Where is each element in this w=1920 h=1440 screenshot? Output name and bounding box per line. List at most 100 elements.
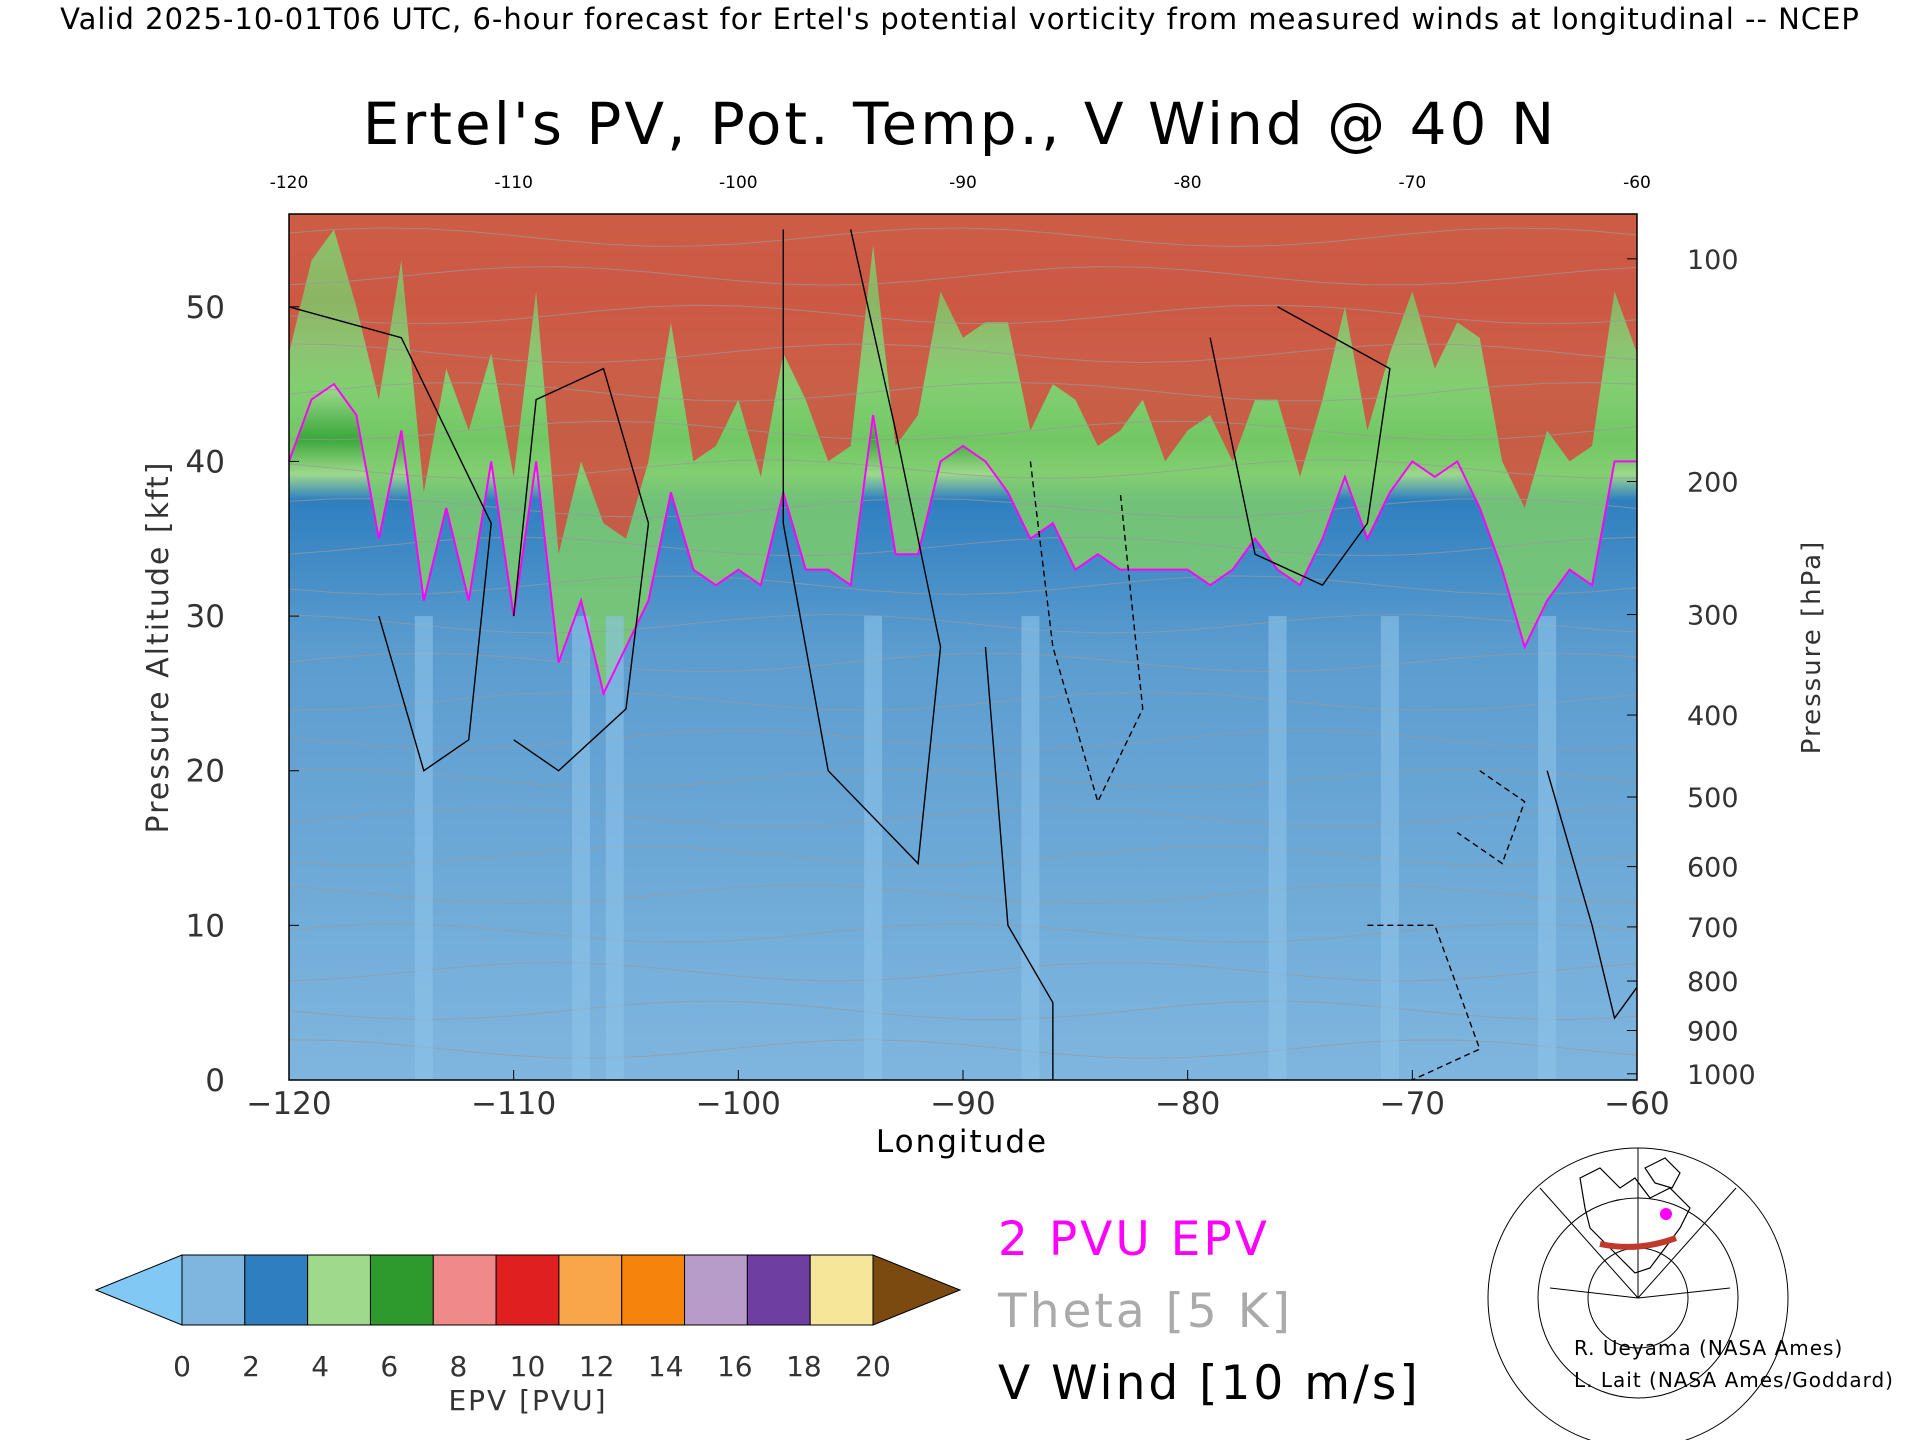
colorbar-segment	[369, 1254, 434, 1326]
x-tick-label: −70	[1380, 1086, 1445, 1122]
legend-epv: 2 PVU EPV	[998, 1212, 1270, 1267]
chart-title: Ertel's PV, Pot. Temp., V Wind @ 40 N	[362, 90, 1558, 158]
theta-line	[289, 845, 1637, 866]
theta-line	[289, 498, 1637, 518]
y-right-tick-label: 800	[1687, 967, 1739, 998]
colorbar-tick-label: 6	[380, 1350, 398, 1383]
x-top-tick-label: -100	[719, 173, 758, 193]
x-axis-label: Longitude	[876, 1124, 1048, 1160]
theta-line	[289, 304, 1637, 325]
y-right-tick-label: 300	[1687, 601, 1739, 632]
low-pv-streak	[864, 616, 883, 1080]
theta-line	[289, 652, 1637, 673]
x-top-tick-label: -70	[1398, 173, 1426, 193]
y-right-axis-label: Pressure [hPa]	[1797, 540, 1827, 755]
y-left-tick-label: 40	[186, 444, 225, 480]
y-left-tick-label: 20	[186, 754, 225, 790]
vwind-contour-line	[1209, 306, 1391, 587]
low-pv-streak	[414, 616, 433, 1080]
y-right-tick-label: 100	[1687, 245, 1739, 276]
legend-theta: Theta [5 K]	[998, 1284, 1293, 1339]
x-tick-label: −90	[930, 1086, 995, 1122]
colorbar-segment	[809, 1254, 874, 1326]
y-right-tick-label: 900	[1687, 1017, 1739, 1048]
theta-line	[289, 227, 1637, 247]
colorbar-tick-label: 20	[855, 1350, 891, 1383]
theta-line	[289, 923, 1637, 943]
x-tick-label: −60	[1604, 1086, 1669, 1122]
y-left-tick-label: 10	[186, 908, 225, 944]
credit-line-1: R. Ueyama (NASA Ames)	[1574, 1336, 1844, 1360]
low-pv-streak	[1021, 616, 1040, 1080]
x-top-tick-label: -60	[1623, 173, 1651, 193]
low-pv-streak	[572, 616, 591, 1080]
credit-line-2: L. Lait (NASA Ames/Goddard)	[1574, 1368, 1894, 1392]
theta-line	[289, 343, 1637, 363]
vwind-contour-line	[1029, 461, 1144, 804]
theta-line	[289, 1000, 1637, 1021]
vwind-contour-line	[1546, 770, 1638, 1020]
low-pv-streak	[1538, 616, 1557, 1080]
theta-contours	[289, 227, 1637, 1059]
theta-line	[289, 691, 1637, 711]
colorbar-segment	[181, 1254, 246, 1326]
colorbar-over-arrow	[872, 1254, 962, 1326]
epv-field	[289, 214, 1637, 1080]
y-left-tick-label: 30	[186, 599, 225, 635]
x-axis-ticks: −120 −110 −100 −90 −80 −70 −60	[246, 1070, 1670, 1122]
theta-line	[289, 266, 1637, 286]
colorbar-tick-label: 2	[242, 1350, 260, 1383]
y-left-axis-label: Pressure Altitude [kft]	[141, 461, 176, 834]
y-right-tick-label: 400	[1687, 701, 1739, 732]
colorbar-tick-label: 4	[311, 1350, 329, 1383]
colorbar-segment	[746, 1254, 811, 1326]
x-tick-label: −100	[696, 1086, 781, 1122]
colorbar-under-arrow	[94, 1254, 183, 1326]
inset-map	[1487, 1147, 1789, 1440]
legend-vwind: V Wind [10 m/s]	[998, 1356, 1421, 1411]
y-left-axis-ticks: 0 10 20 30 40 50	[186, 290, 299, 1099]
colorbar-segment	[621, 1254, 686, 1326]
valid-time-header: Valid 2025-10-01T06 UTC, 6-hour forecast…	[60, 2, 1860, 36]
colorbar-tick-label: 0	[173, 1350, 191, 1383]
colorbar-segment	[432, 1254, 497, 1326]
colorbar-label: EPV [PVU]	[448, 1384, 607, 1417]
theta-line	[289, 807, 1637, 827]
vwind-contour-line	[782, 229, 942, 866]
theta-line	[289, 1039, 1637, 1059]
low-pv-streak	[1380, 616, 1399, 1080]
theta-line	[289, 768, 1637, 789]
y-right-tick-label: 200	[1687, 468, 1739, 499]
y-left-tick-label: 50	[186, 290, 225, 326]
colorbar-segment	[307, 1254, 371, 1326]
colorbar-segment	[495, 1254, 560, 1326]
colorbar: 0 2 4 6 8 10 12 14 16 18 20	[94, 1254, 962, 1383]
x-tick-label: −80	[1155, 1086, 1220, 1122]
y-right-tick-label: 600	[1687, 853, 1739, 884]
x-top-tick-label: -90	[949, 173, 977, 193]
colorbar-segment	[244, 1254, 309, 1326]
theta-line	[289, 575, 1637, 595]
colorbar-tick-label: 14	[648, 1350, 684, 1383]
x-top-axis-ticks: -120 -110 -100 -90 -80 -70 -60	[270, 173, 1651, 193]
theta-line	[289, 420, 1637, 441]
x-tick-label: −120	[246, 1086, 331, 1122]
y-left-tick-label: 0	[205, 1063, 225, 1099]
vwind-contour-line	[984, 646, 1054, 1080]
y-right-tick-label: 1000	[1687, 1060, 1756, 1091]
x-top-tick-label: -120	[270, 173, 309, 193]
vwind-contour-line	[512, 367, 650, 772]
y-right-tick-label: 500	[1687, 783, 1739, 814]
theta-line	[289, 884, 1637, 905]
theta-line	[289, 614, 1637, 634]
theta-line	[289, 459, 1637, 479]
theta-line	[289, 730, 1637, 750]
credits: R. Ueyama (NASA Ames) L. Lait (NASA Ames…	[1574, 1332, 1894, 1396]
low-pv-streaks	[414, 616, 1557, 1080]
vwind-contour-line	[1367, 924, 1481, 1081]
x-top-tick-label: -110	[494, 173, 533, 193]
vwind-contours	[288, 229, 1638, 1081]
vwind-contour-line	[288, 306, 492, 772]
y-right-tick-label: 700	[1687, 913, 1739, 944]
